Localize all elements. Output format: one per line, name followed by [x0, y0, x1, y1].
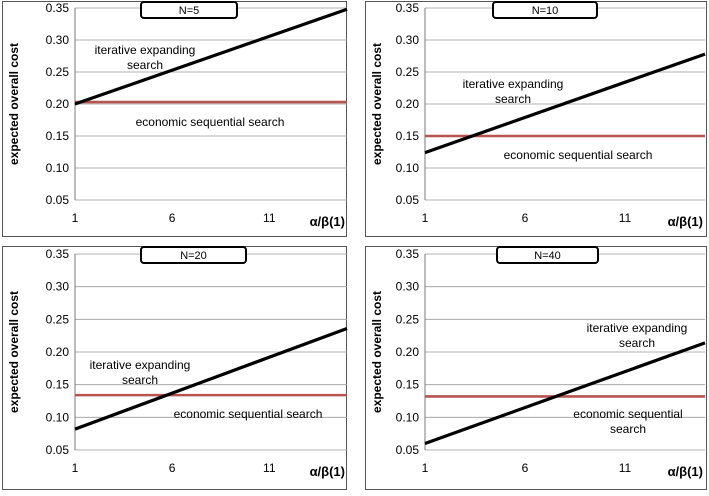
series-line-iterative [424, 341, 706, 445]
title-box [140, 246, 247, 264]
chart-title: N=5 [179, 5, 200, 17]
y-tick-label: 0.35 [396, 247, 420, 261]
x-tick-label: 1 [422, 211, 429, 225]
label-iterative-expanding-search: iterative expanding [587, 321, 688, 335]
label-economic-sequential-search: economic sequential search [136, 115, 285, 129]
y-tick-label: 0.10 [46, 161, 70, 175]
label-economic-sequential-search: search [610, 422, 646, 436]
y-tick-label: 0.15 [396, 378, 420, 392]
y-tick-label: 0.25 [396, 65, 420, 79]
y-tick-label: 0.35 [46, 247, 70, 261]
label-economic-sequential-search: economic sequential search [174, 407, 323, 421]
series-line-iterative [74, 7, 348, 106]
y-tick-label: 0.10 [396, 410, 420, 424]
y-tick-label: 0.25 [46, 312, 70, 326]
y-tick-label: 0.15 [46, 129, 70, 143]
x-tick-label: 11 [263, 211, 276, 225]
y-tick-label: 0.30 [46, 280, 70, 294]
title-box [492, 1, 598, 19]
label-iterative-expanding-search: iterative expanding [90, 358, 191, 372]
y-tick-label: 0.10 [46, 410, 70, 424]
x-tick-label: 11 [619, 461, 632, 475]
x-axis-title: α/β(1) [310, 464, 345, 479]
x-tick-label: 11 [263, 461, 276, 475]
y-tick-label: 0.35 [46, 1, 70, 15]
y-tick-label: 0.30 [46, 33, 70, 47]
y-axis-title: expected overall cost [370, 43, 384, 165]
chart-panel: 0.05 0.10 0.15 0.20 0.25 0.30 0.35 1 6 11 α/β(1) ex… [2, 1, 348, 237]
y-tick-label: 0.15 [46, 378, 70, 392]
label-iterative-expanding-search: iterative expanding [463, 77, 564, 91]
label-economic-sequential-search: economic sequential [573, 407, 682, 421]
x-tick-label: 6 [169, 461, 176, 475]
y-tick-label: 0.05 [396, 193, 420, 207]
series-line-iterative [424, 52, 706, 155]
chart-panel: 0.05 0.10 0.15 0.20 0.25 0.30 0.35 1 6 11 α/β(1) ex… [365, 246, 707, 490]
y-tick-label: 0.10 [396, 161, 420, 175]
label-iterative-expanding-search: iterative expanding [95, 43, 196, 57]
y-tick-label: 0.35 [396, 1, 420, 15]
x-tick-label: 6 [169, 211, 176, 225]
y-tick-label: 0.30 [396, 280, 420, 294]
label-iterative-expanding-search: search [122, 373, 158, 387]
x-tick-label: 1 [72, 211, 79, 225]
chart-panel: 0.05 0.10 0.15 0.20 0.25 0.30 0.35 1 6 11 α/β(1) ex… [2, 246, 348, 490]
x-tick-label: 1 [72, 461, 79, 475]
y-tick-label: 0.30 [396, 33, 420, 47]
label-iterative-expanding-search: search [495, 92, 531, 106]
y-tick-label: 0.05 [46, 443, 70, 457]
series-line-iterative [74, 326, 348, 431]
y-tick-label: 0.20 [46, 345, 70, 359]
chart-title: N=10 [532, 5, 559, 17]
x-axis-title: α/β(1) [668, 464, 703, 479]
x-axis-title: α/β(1) [668, 214, 703, 229]
y-tick-label: 0.05 [396, 443, 420, 457]
label-iterative-expanding-search: search [619, 336, 655, 350]
panel-border [365, 1, 707, 237]
y-axis-title: expected overall cost [7, 291, 21, 413]
y-tick-label: 0.25 [396, 312, 420, 326]
panel-border [2, 1, 347, 237]
y-tick-label: 0.05 [46, 193, 70, 207]
chart-title: N=40 [534, 250, 561, 262]
x-axis-title: α/β(1) [310, 214, 345, 229]
chart-title: N=20 [180, 250, 207, 262]
x-tick-label: 1 [422, 461, 429, 475]
y-tick-label: 0.25 [46, 65, 70, 79]
label-economic-sequential-search: economic sequential search [504, 148, 653, 162]
title-box [140, 1, 238, 19]
y-tick-label: 0.15 [396, 129, 420, 143]
x-tick-label: 6 [522, 461, 529, 475]
y-tick-label: 0.20 [396, 345, 420, 359]
y-tick-label: 0.20 [396, 97, 420, 111]
chart-panel: 0.05 0.10 0.15 0.20 0.25 0.30 0.35 1 6 11 α/β(1) ex… [365, 1, 707, 237]
x-tick-label: 11 [619, 211, 632, 225]
label-iterative-expanding-search: search [127, 58, 163, 72]
y-axis-title: expected overall cost [370, 291, 384, 413]
x-tick-label: 6 [522, 211, 529, 225]
y-axis-title: expected overall cost [7, 43, 21, 165]
title-box [496, 246, 599, 264]
y-tick-label: 0.20 [46, 97, 70, 111]
